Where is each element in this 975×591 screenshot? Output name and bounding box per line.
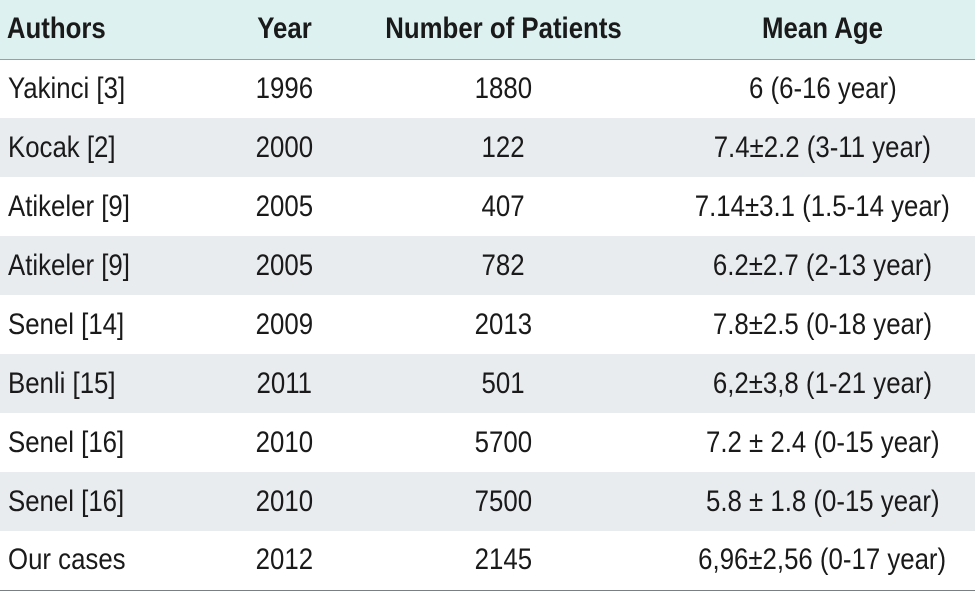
cell-year-text: 2010: [255, 484, 314, 518]
table-row: Yakinci [3] 1996 1880 6 (6-16 year): [0, 59, 975, 118]
cell-year-text: 2000: [255, 130, 314, 164]
cell-year: 2005: [232, 177, 337, 236]
cell-author: Atikeler [9]: [0, 177, 232, 236]
cell-author-text: Atikeler [9]: [8, 248, 130, 282]
cell-year-text: 2011: [256, 366, 313, 400]
cell-author: Atikeler [9]: [0, 236, 232, 295]
cell-mean-age: 6 (6-16 year): [670, 59, 975, 118]
cell-patients-text: 782: [481, 248, 526, 282]
cell-year: 2010: [232, 472, 337, 531]
cell-mean-age-text: 7.8±2.5 (0-18 year): [712, 307, 933, 341]
cell-mean-age: 6,96±2,56 (0-17 year): [670, 531, 975, 591]
cell-year: 2012: [232, 531, 337, 591]
cell-mean-age-text: 6,2±3,8 (1-21 year): [712, 366, 933, 400]
header-row: Authors Year Number of Patients Mean Age: [0, 0, 975, 60]
cell-mean-age: 7.2 ± 2.4 (0-15 year): [670, 413, 975, 472]
cell-patients-text: 2013: [474, 307, 533, 341]
cell-author-text: Our cases: [8, 543, 126, 577]
cell-author: Senel [16]: [0, 413, 232, 472]
table-header: Authors Year Number of Patients Mean Age: [0, 0, 975, 60]
cell-patients: 2013: [337, 295, 670, 354]
cell-patients: 1880: [337, 59, 670, 118]
cell-mean-age: 7.8±2.5 (0-18 year): [670, 295, 975, 354]
cell-year: 2009: [232, 295, 337, 354]
cell-patients: 501: [337, 354, 670, 413]
cell-mean-age: 5.8 ± 1.8 (0-15 year): [670, 472, 975, 531]
cell-mean-age-text: 6.2±2.7 (2-13 year): [712, 248, 933, 282]
cell-year: 2011: [232, 354, 337, 413]
cell-mean-age-text: 7.14±3.1 (1.5-14 year): [694, 189, 951, 223]
header-authors: Authors: [0, 0, 200, 60]
table-row: Atikeler [9] 2005 782 6.2±2.7 (2-13 year…: [0, 236, 975, 295]
table-row: Senel [16] 2010 5700 7.2 ± 2.4 (0-15 yea…: [0, 413, 975, 472]
cell-year-text: 2010: [255, 425, 314, 459]
cell-patients-text: 7500: [474, 484, 533, 518]
cell-author-text: Kocak [2]: [8, 130, 116, 164]
cell-year-text: 2012: [255, 543, 314, 577]
cell-year: 2000: [232, 118, 337, 177]
cell-mean-age-text: 6,96±2,56 (0-17 year): [698, 543, 947, 577]
table-row: Senel [14] 2009 2013 7.8±2.5 (0-18 year): [0, 295, 975, 354]
cell-year: 2010: [232, 413, 337, 472]
cell-mean-age: 7.4±2.2 (3-11 year): [670, 118, 975, 177]
cell-patients-text: 407: [481, 189, 526, 223]
cell-patients: 7500: [337, 472, 670, 531]
cell-year: 1996: [232, 59, 337, 118]
cell-author: Senel [14]: [0, 295, 232, 354]
cell-author-text: Benli [15]: [8, 366, 116, 400]
cell-patients: 2145: [337, 531, 670, 591]
table-row: Our cases 2012 2145 6,96±2,56 (0-17 year…: [0, 531, 975, 591]
cell-author-text: Senel [14]: [8, 307, 125, 341]
table-row: Atikeler [9] 2005 407 7.14±3.1 (1.5-14 y…: [0, 177, 975, 236]
cell-patients: 407: [337, 177, 670, 236]
cell-year-text: 2005: [255, 189, 314, 223]
table-row: Kocak [2] 2000 122 7.4±2.2 (3-11 year): [0, 118, 975, 177]
cell-patients-text: 501: [481, 366, 526, 400]
cell-mean-age-text: 7.2 ± 2.4 (0-15 year): [705, 425, 940, 459]
cell-mean-age-text: 6 (6-16 year): [748, 71, 897, 105]
cell-author: Senel [16]: [0, 472, 232, 531]
table-body: Yakinci [3] 1996 1880 6 (6-16 year) Koca…: [0, 59, 975, 591]
cell-patients-text: 122: [481, 130, 526, 164]
table-row: Senel [16] 2010 7500 5.8 ± 1.8 (0-15 yea…: [0, 472, 975, 531]
cell-patients-text: 2145: [474, 543, 533, 577]
cell-mean-age-text: 7.4±2.2 (3-11 year): [713, 130, 932, 164]
header-mean-age: Mean Age: [691, 0, 954, 60]
cell-mean-age: 7.14±3.1 (1.5-14 year): [670, 177, 975, 236]
cell-year-text: 1996: [255, 71, 314, 105]
header-number-of-patients: Number of Patients: [360, 0, 647, 60]
cell-patients-text: 5700: [474, 425, 533, 459]
cell-mean-age: 6.2±2.7 (2-13 year): [670, 236, 975, 295]
cell-author: Yakinci [3]: [0, 59, 232, 118]
cell-year-text: 2009: [255, 307, 314, 341]
cell-patients: 5700: [337, 413, 670, 472]
cell-patients: 782: [337, 236, 670, 295]
cell-patients-text: 1880: [474, 71, 533, 105]
cell-author: Our cases: [0, 531, 232, 591]
cell-mean-age-text: 5.8 ± 1.8 (0-15 year): [705, 484, 940, 518]
cell-author: Kocak [2]: [0, 118, 232, 177]
cell-author-text: Senel [16]: [8, 484, 125, 518]
cell-author-text: Senel [16]: [8, 425, 125, 459]
cell-mean-age: 6,2±3,8 (1-21 year): [670, 354, 975, 413]
cell-year-text: 2005: [255, 248, 314, 282]
cell-author-text: Yakinci [3]: [8, 71, 126, 105]
cell-author-text: Atikeler [9]: [8, 189, 130, 223]
cell-patients: 122: [337, 118, 670, 177]
cell-year: 2005: [232, 236, 337, 295]
cell-author: Benli [15]: [0, 354, 232, 413]
header-year: Year: [239, 0, 330, 60]
table-row: Benli [15] 2011 501 6,2±3,8 (1-21 year): [0, 354, 975, 413]
